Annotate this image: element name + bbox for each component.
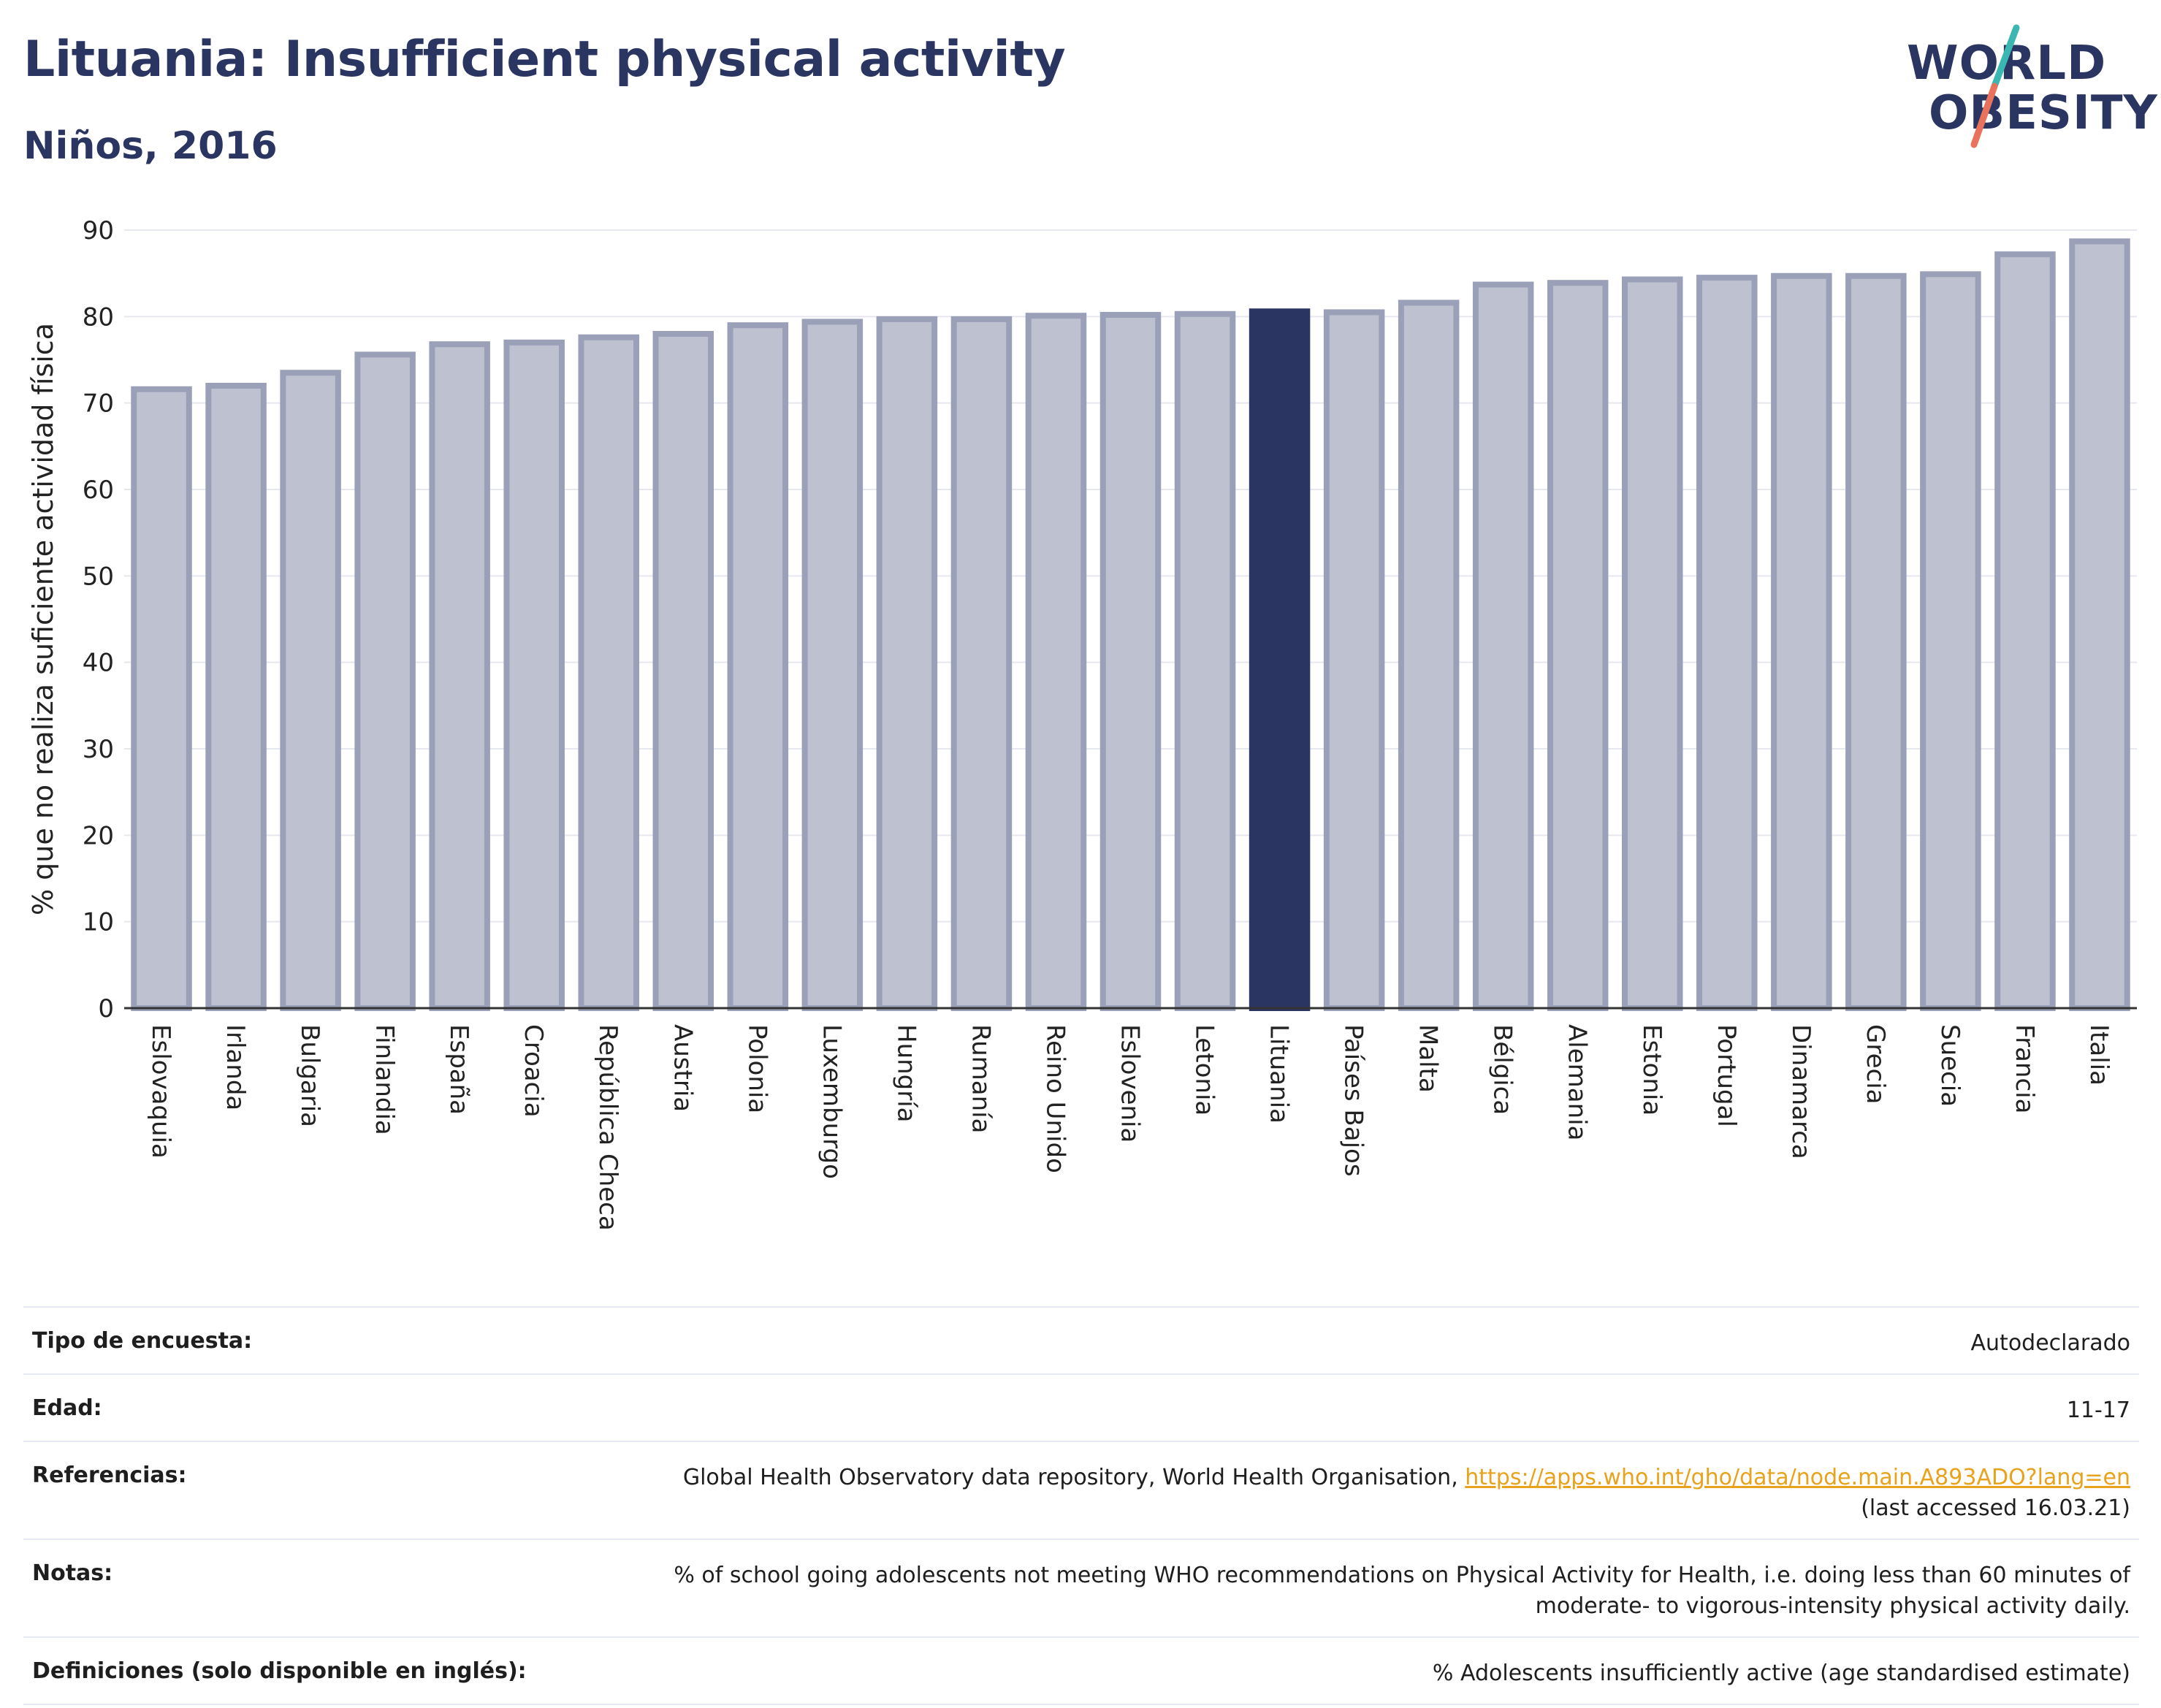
x-tick-label: Eslovenia <box>1116 1024 1145 1143</box>
meta-row-references: Referencias: Global Health Observatory d… <box>23 1441 2139 1539</box>
y-tick-label: 90 <box>83 216 114 245</box>
bar-república-checa <box>578 334 639 1011</box>
x-tick-label: Hungría <box>891 1024 921 1123</box>
y-tick-label: 0 <box>98 994 114 1023</box>
y-tick-label: 80 <box>83 302 114 332</box>
bar-italia <box>2069 238 2130 1012</box>
bar-francia <box>1994 251 2056 1012</box>
x-tick-label: Malta <box>1414 1024 1443 1093</box>
age-value: 11-17 <box>2066 1398 2130 1423</box>
meta-row-notes: Notas: % of school going adolescents not… <box>23 1539 2139 1636</box>
y-tick-label: 60 <box>83 476 114 505</box>
bar-croacia <box>503 339 565 1012</box>
x-tick-label: Austria <box>668 1024 697 1112</box>
chart-subtitle: Niños, 2016 <box>23 124 278 168</box>
references-accessed: (last accessed 16.03.21) <box>1861 1495 2130 1521</box>
x-tick-label: Rumanía <box>966 1024 995 1133</box>
x-tick-label: Finlandia <box>370 1024 399 1135</box>
bar-españa <box>429 341 490 1011</box>
bar-hungría <box>876 316 938 1011</box>
references-text: Global Health Observatory data repositor… <box>682 1465 1466 1490</box>
meta-row-survey: Tipo de encuesta: Autodeclarado <box>23 1306 2139 1373</box>
bar-bulgaria <box>280 370 341 1011</box>
bar-eslovaquia <box>131 386 192 1011</box>
bar-bélgica <box>1472 281 1534 1011</box>
bar-lituania <box>1249 308 1311 1011</box>
meta-row-age: Edad: 11-17 <box>23 1373 2139 1441</box>
bar-países-bajos <box>1323 309 1385 1011</box>
logo-line-2: OBESITY <box>1929 86 2158 140</box>
chart-title: Lituania: Insufficient physical activity <box>23 31 1066 88</box>
bars <box>131 238 2130 1012</box>
definitions-label: Definiciones (solo disponible en inglés)… <box>32 1658 527 1684</box>
x-tick-label: Francia <box>2010 1024 2039 1113</box>
x-tick-label: España <box>444 1024 473 1115</box>
bar-chart: 0 10 20 30 40 50 60 70 80 90 Eslovaquia Irlanda Bul… <box>27 216 2137 1231</box>
x-tick-label: Irlanda <box>221 1024 250 1110</box>
references-link[interactable]: https://apps.who.int/gho/data/node.main.… <box>1465 1465 2130 1490</box>
x-tick-label: Lituania <box>1265 1024 1294 1124</box>
y-tick-label: 70 <box>83 389 114 419</box>
bar-malta <box>1398 300 1460 1011</box>
x-axis-ticks: Eslovaquia Irlanda Bulgaria Finlandia España… <box>146 1024 2114 1231</box>
bar-alemania <box>1547 280 1609 1011</box>
age-label: Edad: <box>32 1395 102 1421</box>
y-axis-label: % que no realiza suficiente actividad fí… <box>27 323 59 915</box>
metadata-table: Tipo de encuesta: Autodeclarado Edad: 11… <box>23 1306 2139 1705</box>
x-tick-label: Bulgaria <box>295 1024 324 1127</box>
bar-letonia <box>1174 310 1236 1011</box>
x-tick-label: Países Bajos <box>1339 1024 1368 1177</box>
bar-suecia <box>1920 271 1981 1012</box>
x-tick-label: República Checa <box>593 1024 622 1231</box>
logo-slash-icon <box>1970 24 2020 148</box>
survey-type-label: Tipo de encuesta: <box>32 1328 253 1354</box>
references-value: Global Health Observatory data repositor… <box>683 1463 2130 1524</box>
x-tick-label: Eslovaquia <box>146 1024 175 1159</box>
bar-rumanía <box>950 316 1013 1011</box>
x-tick-label: Italia <box>2084 1024 2114 1086</box>
references-label: Referencias: <box>32 1463 187 1488</box>
y-tick-label: 50 <box>83 562 114 591</box>
x-tick-label: Grecia <box>1861 1024 1890 1104</box>
x-tick-label: Suecia <box>1935 1024 1964 1107</box>
x-tick-label: Estonia <box>1637 1024 1666 1116</box>
y-tick-label: 30 <box>83 735 114 764</box>
survey-type-value: Autodeclarado <box>1970 1330 2130 1356</box>
notes-value: % of school going adolescents not meetin… <box>674 1563 2130 1619</box>
bar-polonia <box>727 322 789 1011</box>
x-tick-label: Portugal <box>1712 1024 1741 1127</box>
y-tick-label: 20 <box>83 821 114 850</box>
bar-grecia <box>1845 272 1907 1011</box>
bar-estonia <box>1622 276 1683 1011</box>
bar-austria <box>652 331 714 1011</box>
x-tick-label: Croacia <box>519 1024 548 1118</box>
x-tick-label: Reino Unido <box>1040 1024 1070 1173</box>
x-tick-label: Polonia <box>742 1024 771 1113</box>
y-tick-label: 40 <box>83 649 114 678</box>
bar-irlanda <box>205 383 267 1011</box>
y-tick-label: 10 <box>83 908 114 937</box>
meta-row-definitions: Definiciones (solo disponible en inglés)… <box>23 1636 2139 1705</box>
x-tick-label: Bélgica <box>1488 1024 1517 1115</box>
bar-finlandia <box>354 351 416 1011</box>
bar-portugal <box>1696 275 1758 1012</box>
notes-label: Notas: <box>32 1560 113 1586</box>
x-tick-label: Luxemburgo <box>817 1024 846 1179</box>
bar-eslovenia <box>1099 311 1162 1011</box>
bar-reino-unido <box>1025 313 1087 1011</box>
bar-dinamarca <box>1771 272 1832 1011</box>
x-tick-label: Alemania <box>1563 1024 1592 1140</box>
y-axis-ticks: 0 10 20 30 40 50 60 70 80 90 <box>83 216 114 1023</box>
definitions-value: % Adolescents insufficiently active (age… <box>1432 1661 2130 1686</box>
x-tick-label: Dinamarca <box>1786 1024 1815 1159</box>
world-obesity-logo: WORLD OBESITY <box>1907 22 2157 153</box>
x-tick-label: Letonia <box>1190 1024 1219 1116</box>
bar-luxemburgo <box>801 319 864 1011</box>
